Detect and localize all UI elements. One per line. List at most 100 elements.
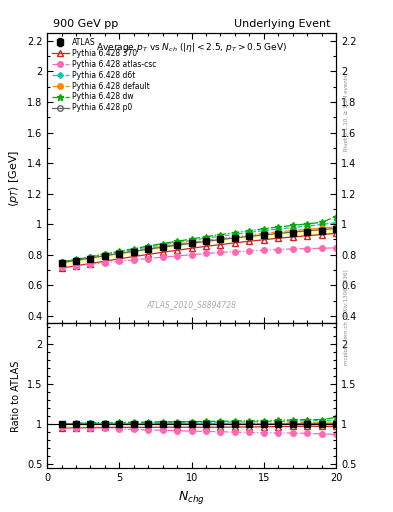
Pythia 6.428 370	[305, 232, 310, 239]
Line: Pythia 6.428 atlas-csc: Pythia 6.428 atlas-csc	[59, 245, 339, 270]
Pythia 6.428 dw	[146, 243, 151, 249]
Pythia 6.428 dw	[59, 259, 64, 265]
Pythia 6.428 default	[334, 224, 338, 230]
Pythia 6.428 default	[204, 237, 208, 243]
Pythia 6.428 p0	[247, 233, 252, 240]
Pythia 6.428 default	[74, 257, 79, 263]
Line: Pythia 6.428 370: Pythia 6.428 370	[59, 230, 339, 271]
Pythia 6.428 dw	[175, 238, 180, 244]
Pythia 6.428 370	[290, 234, 295, 240]
Pythia 6.428 atlas-csc	[261, 247, 266, 253]
Pythia 6.428 p0	[59, 260, 64, 266]
Text: Average $p_T$ vs $N_{ch}$ ($|\eta| < 2.5$, $p_T > 0.5$ GeV): Average $p_T$ vs $N_{ch}$ ($|\eta| < 2.5…	[96, 40, 287, 54]
Pythia 6.428 default	[233, 233, 237, 240]
Pythia 6.428 dw	[103, 251, 107, 257]
Pythia 6.428 d6t	[160, 242, 165, 248]
Text: Underlying Event: Underlying Event	[234, 19, 330, 29]
Pythia 6.428 p0	[74, 257, 79, 263]
Pythia 6.428 d6t	[261, 227, 266, 233]
Pythia 6.428 default	[160, 243, 165, 249]
Pythia 6.428 370	[218, 242, 223, 248]
Pythia 6.428 atlas-csc	[103, 260, 107, 266]
Pythia 6.428 dw	[261, 226, 266, 232]
Pythia 6.428 dw	[88, 253, 93, 260]
Pythia 6.428 d6t	[204, 235, 208, 241]
Y-axis label: Ratio to ATLAS: Ratio to ATLAS	[11, 360, 21, 432]
Legend: ATLAS, Pythia 6.428 370, Pythia 6.428 atlas-csc, Pythia 6.428 d6t, Pythia 6.428 : ATLAS, Pythia 6.428 370, Pythia 6.428 at…	[50, 35, 158, 115]
Pythia 6.428 dw	[247, 227, 252, 233]
Pythia 6.428 370	[59, 265, 64, 271]
Pythia 6.428 370	[319, 231, 324, 238]
Pythia 6.428 370	[204, 243, 208, 249]
Pythia 6.428 dw	[160, 241, 165, 247]
Pythia 6.428 default	[175, 241, 180, 247]
Pythia 6.428 dw	[319, 219, 324, 225]
Pythia 6.428 atlas-csc	[74, 263, 79, 269]
Pythia 6.428 default	[276, 229, 281, 235]
Pythia 6.428 d6t	[189, 237, 194, 243]
Pythia 6.428 d6t	[74, 257, 79, 263]
Pythia 6.428 atlas-csc	[88, 261, 93, 267]
Pythia 6.428 dw	[334, 214, 338, 220]
Pythia 6.428 d6t	[175, 240, 180, 246]
Pythia 6.428 atlas-csc	[218, 249, 223, 255]
Pythia 6.428 default	[117, 250, 122, 256]
Pythia 6.428 default	[261, 230, 266, 237]
Pythia 6.428 370	[117, 256, 122, 262]
Pythia 6.428 atlas-csc	[59, 264, 64, 270]
Pythia 6.428 370	[132, 253, 136, 260]
Pythia 6.428 dw	[74, 256, 79, 262]
Pythia 6.428 dw	[132, 246, 136, 252]
Pythia 6.428 370	[160, 249, 165, 255]
Text: Rivet 3.1.10, ≥ 3.3M events: Rivet 3.1.10, ≥ 3.3M events	[344, 74, 349, 151]
Pythia 6.428 atlas-csc	[175, 253, 180, 259]
Pythia 6.428 370	[276, 235, 281, 241]
Pythia 6.428 default	[305, 226, 310, 232]
Pythia 6.428 atlas-csc	[146, 255, 151, 262]
Text: ATLAS_2010_S8894728: ATLAS_2010_S8894728	[147, 300, 237, 309]
Pythia 6.428 d6t	[88, 254, 93, 260]
Pythia 6.428 default	[319, 225, 324, 231]
Pythia 6.428 d6t	[334, 220, 338, 226]
Pythia 6.428 d6t	[319, 221, 324, 227]
Pythia 6.428 p0	[319, 227, 324, 233]
Text: 900 GeV pp: 900 GeV pp	[53, 19, 118, 29]
Pythia 6.428 p0	[88, 255, 93, 261]
Pythia 6.428 p0	[189, 240, 194, 246]
Pythia 6.428 d6t	[247, 229, 252, 236]
Pythia 6.428 atlas-csc	[290, 246, 295, 252]
Pythia 6.428 370	[247, 238, 252, 244]
Pythia 6.428 atlas-csc	[233, 248, 237, 254]
Line: Pythia 6.428 d6t: Pythia 6.428 d6t	[59, 221, 338, 264]
Pythia 6.428 dw	[290, 222, 295, 228]
Pythia 6.428 d6t	[59, 259, 64, 265]
Pythia 6.428 default	[146, 246, 151, 252]
Text: mcplots.cern.ch [arXiv:1306.3436]: mcplots.cern.ch [arXiv:1306.3436]	[344, 270, 349, 365]
Pythia 6.428 atlas-csc	[334, 245, 338, 251]
Pythia 6.428 370	[189, 245, 194, 251]
Pythia 6.428 dw	[218, 231, 223, 238]
Pythia 6.428 p0	[305, 228, 310, 234]
Pythia 6.428 d6t	[103, 251, 107, 258]
Pythia 6.428 p0	[218, 237, 223, 243]
Pythia 6.428 dw	[204, 233, 208, 240]
Pythia 6.428 dw	[189, 236, 194, 242]
Pythia 6.428 d6t	[146, 244, 151, 250]
Pythia 6.428 p0	[204, 239, 208, 245]
Y-axis label: $\langle p_T \rangle$ [GeV]: $\langle p_T \rangle$ [GeV]	[7, 150, 21, 207]
Pythia 6.428 default	[103, 252, 107, 259]
Pythia 6.428 p0	[132, 248, 136, 254]
Pythia 6.428 d6t	[233, 231, 237, 237]
Pythia 6.428 dw	[233, 229, 237, 236]
Pythia 6.428 atlas-csc	[276, 246, 281, 252]
Pythia 6.428 370	[334, 230, 338, 237]
Pythia 6.428 p0	[334, 225, 338, 231]
Line: Pythia 6.428 p0: Pythia 6.428 p0	[59, 226, 339, 265]
Pythia 6.428 atlas-csc	[160, 254, 165, 260]
Pythia 6.428 370	[88, 261, 93, 267]
Pythia 6.428 p0	[290, 229, 295, 235]
Line: Pythia 6.428 default: Pythia 6.428 default	[59, 224, 339, 265]
Pythia 6.428 d6t	[305, 223, 310, 229]
Pythia 6.428 atlas-csc	[319, 245, 324, 251]
Pythia 6.428 default	[189, 239, 194, 245]
